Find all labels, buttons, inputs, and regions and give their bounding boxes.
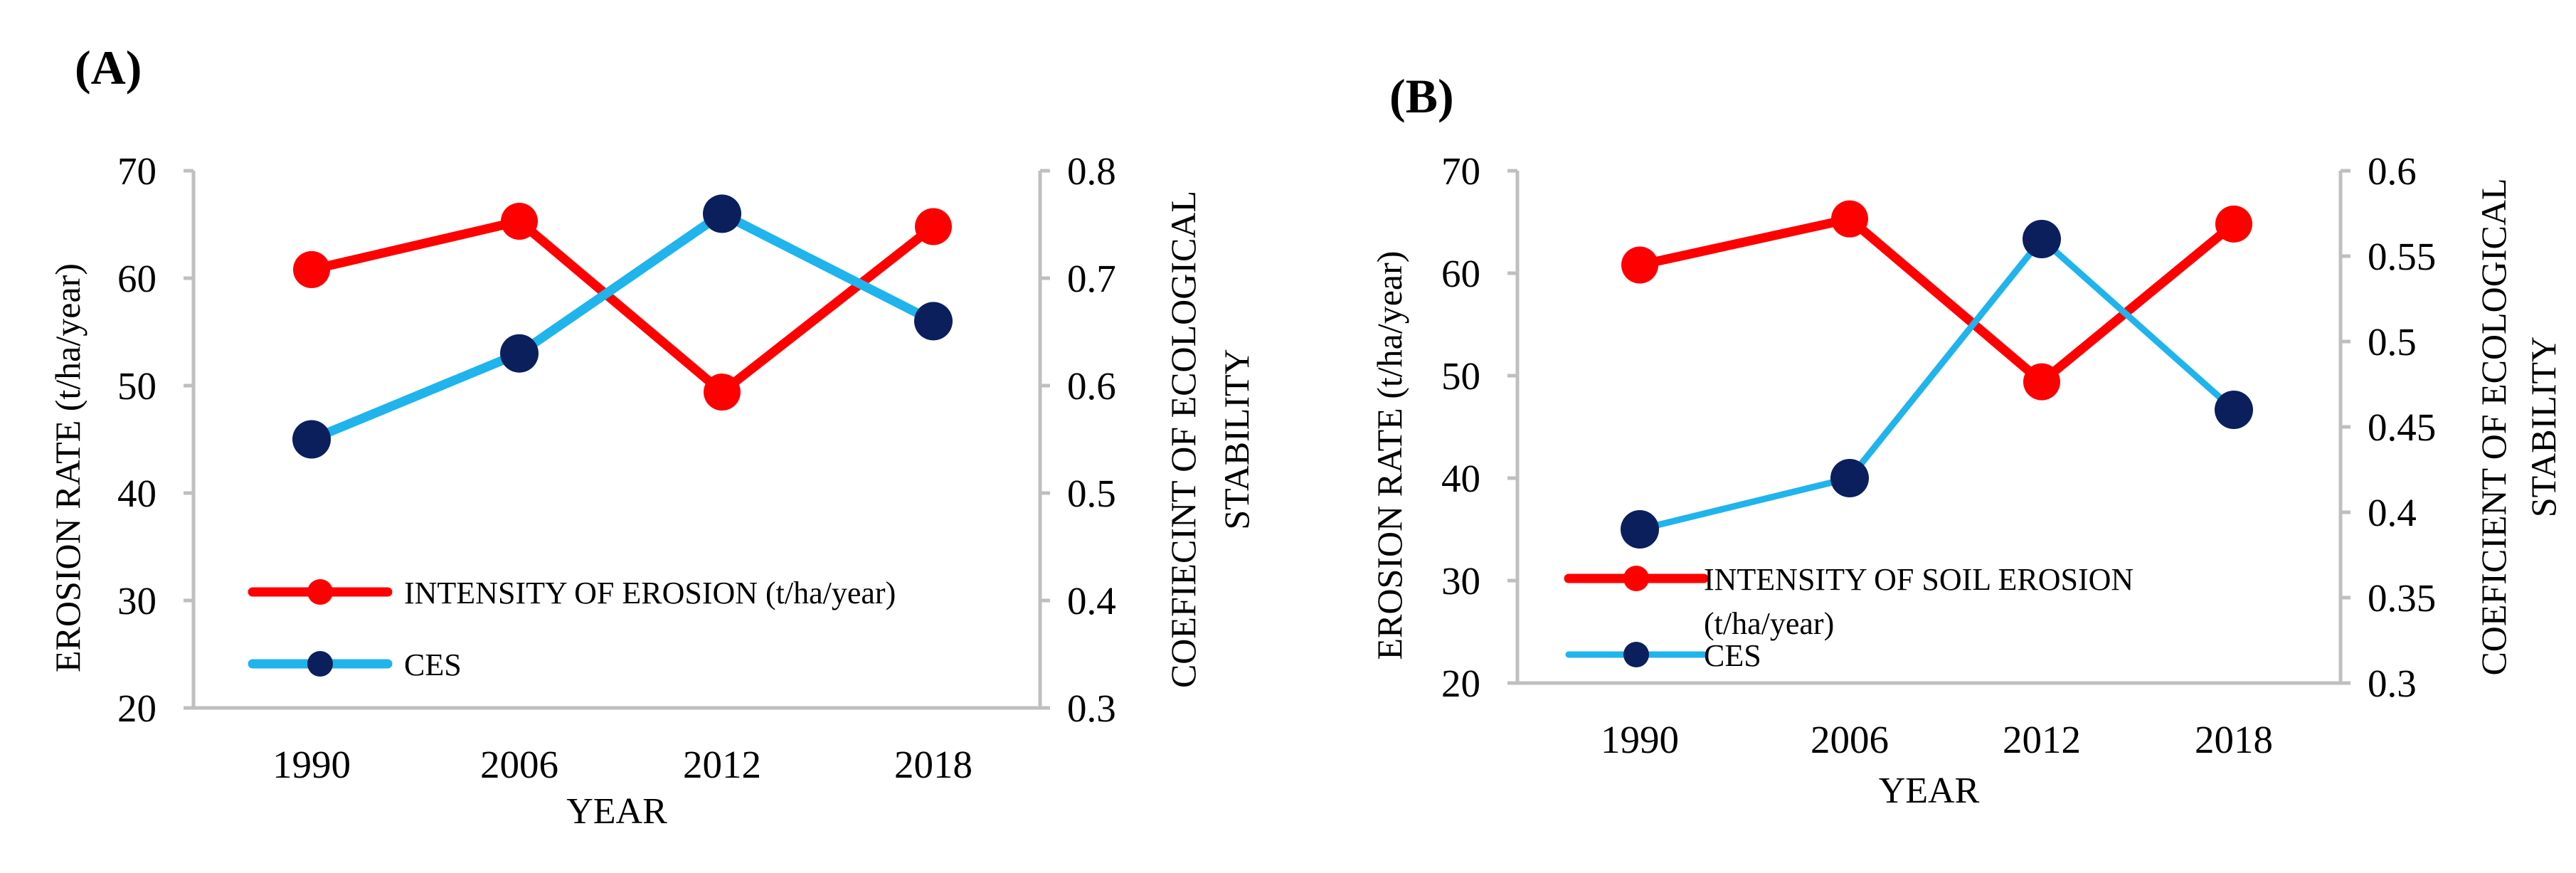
x-tick-label: 2006: [1811, 718, 1889, 761]
panel-label: (A): [75, 41, 142, 95]
right-y-tick-label: 0.7: [1067, 257, 1116, 300]
x-axis-title: YEAR: [566, 791, 667, 832]
ces-series-point: [2215, 391, 2253, 429]
left-y-tick-label: 50: [1441, 354, 1480, 398]
ces-series-point: [2023, 220, 2061, 258]
left-y-axis-title: EROSION RATE (t/ha/year): [1369, 251, 1409, 660]
right-y-axis-title-line: COEFIECINT OF ECOLOGICAL: [1163, 191, 1203, 688]
right-y-tick-label: 0.3: [1067, 687, 1116, 730]
legend-label: CES: [1704, 638, 1761, 673]
left-y-tick-label: 50: [117, 364, 157, 408]
erosion-series-line: [307, 216, 938, 397]
right-y-tick-label: 0.5: [1067, 472, 1116, 515]
x-tick-label: 2018: [894, 743, 972, 786]
right-y-tick-label: 0.55: [2368, 235, 2436, 278]
legend-label: INTENSITY OF EROSION (t/ha/year): [404, 576, 896, 610]
ces-series-point: [500, 334, 539, 373]
right-y-tick-label: 0.5: [2368, 320, 2417, 364]
left-y-tick-label: 30: [1441, 559, 1480, 603]
chart-panel-a: (A) 20 30 40 50 60 70 0.3 0.4 0.5 0.6 0.7 0.8 1990 200…: [48, 41, 1256, 832]
right-y-tick-label: 0.4: [2368, 491, 2417, 534]
right-y-axis-title-line: STABILITY: [1217, 349, 1256, 529]
right-y-tick-label: 0.6: [1067, 364, 1116, 408]
ces-series-point: [292, 420, 331, 459]
right-y-tick-label: 0.3: [2368, 662, 2417, 705]
legend-label: INTENSITY OF SOIL EROSION: [1704, 562, 2134, 597]
left-y-tick-label: 40: [1441, 457, 1480, 500]
left-y-tick-label: 40: [117, 472, 157, 515]
right-y-tick-label: 0.35: [2368, 576, 2436, 620]
legend-entry-erosion: INTENSITY OF EROSION (t/ha/year): [248, 576, 896, 610]
legend-marker: [1623, 566, 1649, 591]
left-y-tick-label: 30: [117, 579, 157, 623]
right-y-axis-title-line: COEFICIENT OF ECOLOGICAL: [2474, 178, 2513, 675]
legend-entry-ces: CES: [1565, 638, 1761, 673]
x-tick-label: 2012: [2003, 718, 2081, 761]
erosion-series-line: [1635, 214, 2239, 387]
erosion-series: [293, 202, 952, 411]
chart-panel-b: (B) 20 30 40 50 60 70 0.3 0.35 0.4 0.45 0.5 0.55 0.6 1…: [1369, 69, 2563, 811]
left-y-tick-label: 70: [117, 149, 157, 193]
right-y-tick-label: 0.6: [2368, 149, 2417, 193]
x-tick-label: 2006: [480, 743, 558, 786]
erosion-series-point: [2215, 205, 2252, 243]
right-y-tick-label: 0.8: [1067, 149, 1116, 193]
x-tick-label: 1990: [272, 743, 351, 786]
legend-entry-erosion: INTENSITY OF SOIL EROSION (t/ha/year): [1564, 562, 2134, 641]
panel-label: (B): [1389, 69, 1454, 123]
erosion-series-point: [915, 208, 952, 245]
ces-series-point: [914, 302, 953, 341]
ces-series-line: [1636, 236, 2237, 533]
erosion-series-point: [704, 374, 741, 411]
ces-series: [1621, 220, 2253, 549]
ces-series-point: [1830, 459, 1869, 497]
legend-label: CES: [404, 647, 462, 682]
erosion-series: [1621, 200, 2252, 401]
right-y-tick-label: 0.4: [1067, 579, 1116, 623]
legend-marker: [1623, 642, 1649, 667]
left-y-tick-label: 60: [1441, 252, 1480, 295]
legend-entry-ces: CES: [248, 647, 462, 682]
x-tick-label: 2018: [2195, 718, 2273, 761]
left-y-tick-label: 20: [1441, 662, 1480, 705]
left-y-tick-label: 20: [117, 687, 157, 730]
x-tick-label: 2012: [683, 743, 761, 786]
erosion-series-point: [501, 202, 538, 240]
legend-label: (t/ha/year): [1704, 606, 1834, 641]
x-axis-title: YEAR: [1879, 771, 1980, 811]
right-y-tick-label: 0.45: [2368, 406, 2436, 449]
left-y-axis-title: EROSION RATE (t/ha/year): [48, 263, 88, 672]
erosion-series-point: [1831, 200, 1868, 238]
ces-series-point: [1621, 510, 1659, 549]
right-y-axis-title-line: STABILITY: [2523, 337, 2563, 517]
x-tick-label: 1990: [1601, 718, 1679, 761]
erosion-series-point: [1621, 246, 1658, 284]
legend-marker: [307, 651, 333, 677]
left-y-tick-label: 60: [117, 257, 157, 300]
erosion-series-point: [293, 250, 330, 288]
erosion-series-point: [2023, 363, 2060, 401]
ces-series-point: [703, 194, 741, 233]
left-y-tick-label: 70: [1441, 149, 1480, 193]
legend-marker: [307, 579, 333, 605]
ces-series: [292, 194, 953, 459]
ces-series-line: [307, 208, 938, 444]
